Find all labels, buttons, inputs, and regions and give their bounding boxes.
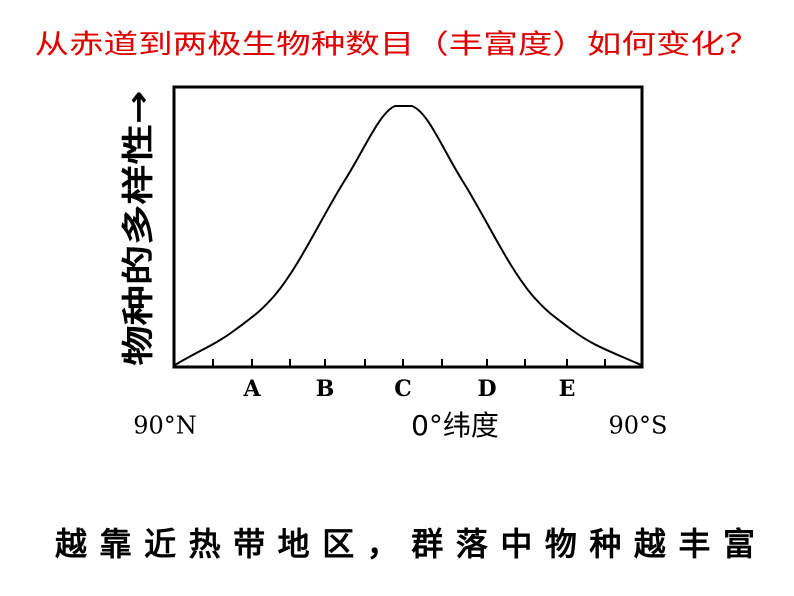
diversity-curve (174, 105, 642, 366)
x-right-label: 90°S (609, 412, 668, 440)
x-mark-label: C (394, 376, 412, 402)
plot-frame (172, 85, 644, 369)
slide-title: 从赤道到两极生物种数目（丰富度）如何变化？ (35, 30, 760, 61)
caption: 越靠近热带地区，群落中物种越丰富 (55, 525, 755, 563)
x-mark-label: B (316, 376, 335, 402)
x-center-label: 0°纬度 (411, 409, 499, 442)
x-mark-label: D (477, 376, 496, 402)
x-tick-marks (212, 359, 606, 367)
y-axis-label: 物种的多样性→ (119, 91, 157, 366)
x-left-label: 90°N (133, 412, 197, 440)
x-mark-label: E (559, 376, 576, 402)
x-mark-label: A (242, 376, 261, 402)
